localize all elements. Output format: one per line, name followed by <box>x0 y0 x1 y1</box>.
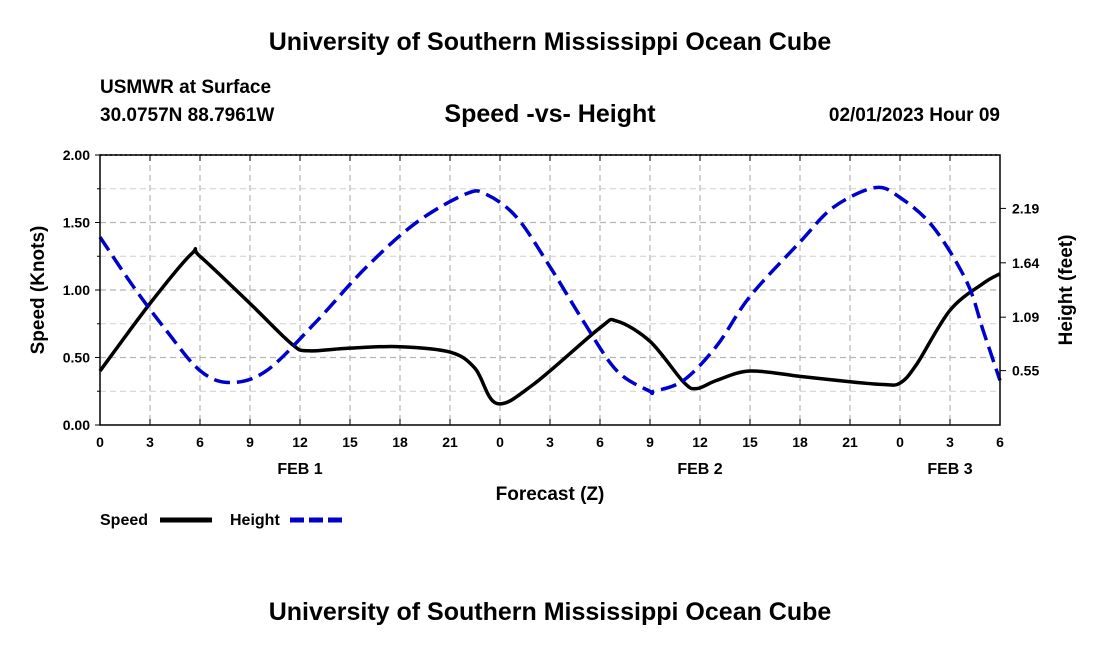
date-label: 02/01/2023 Hour 09 <box>828 105 1000 126</box>
y2-tick-label: 2.19 <box>1012 200 1039 216</box>
x-tick-label: 18 <box>792 434 808 450</box>
y2-tick-label: 1.09 <box>1012 309 1039 325</box>
y-tick-label: 1.50 <box>63 215 90 231</box>
y2-tick-label: 1.64 <box>1012 255 1039 271</box>
legend-label-height: Height <box>230 512 280 529</box>
x-tick-label: 12 <box>292 434 308 450</box>
x-tick-label: 3 <box>546 434 554 450</box>
station-coords: 30.0757N 88.7961W <box>100 105 275 126</box>
x-tick-label: 12 <box>692 434 708 450</box>
x-tick-label: 21 <box>442 434 458 450</box>
x-tick-label: 21 <box>842 434 858 450</box>
x-axis-title: Forecast (Z) <box>496 484 605 505</box>
y-tick-label: 1.00 <box>63 282 90 298</box>
x-tick-label: 6 <box>996 434 1004 450</box>
x-tick-label: 3 <box>146 434 154 450</box>
x-tick-label: 9 <box>646 434 654 450</box>
x-tick-label: 15 <box>742 434 758 450</box>
x-tick-label: 0 <box>496 434 504 450</box>
x-tick-label: 3 <box>946 434 954 450</box>
footer-title: University of Southern Mississippi Ocean… <box>268 598 832 626</box>
legend: Speed Height <box>100 512 342 529</box>
x-tick-label: 0 <box>96 434 104 450</box>
y2-axis-title: Height (feet) <box>1056 235 1077 346</box>
legend-label-speed: Speed <box>100 512 148 529</box>
y-tick-label: 0.50 <box>63 350 90 366</box>
page-title: University of Southern Mississippi Ocean… <box>268 28 832 56</box>
x-tick-label: 6 <box>596 434 604 450</box>
chart-title: Speed -vs- Height <box>444 100 656 128</box>
series-line-height <box>98 185 1002 396</box>
station-name: USMWR at Surface <box>100 77 272 98</box>
x-tick-label: 18 <box>392 434 408 450</box>
date-label: FEB 1 <box>277 461 322 478</box>
series-line-speed <box>98 247 1001 406</box>
y2-tick-label: 0.55 <box>1012 363 1039 379</box>
y-axis-title: Speed (Knots) <box>28 226 49 355</box>
x-tick-label: 6 <box>196 434 204 450</box>
x-tick-label: 9 <box>246 434 254 450</box>
x-tick-label: 0 <box>896 434 904 450</box>
y-tick-label: 2.00 <box>63 147 90 163</box>
date-label: FEB 2 <box>677 461 722 478</box>
date-label: FEB 3 <box>927 461 972 478</box>
x-tick-label: 15 <box>342 434 358 450</box>
y-tick-label: 0.00 <box>63 417 90 433</box>
